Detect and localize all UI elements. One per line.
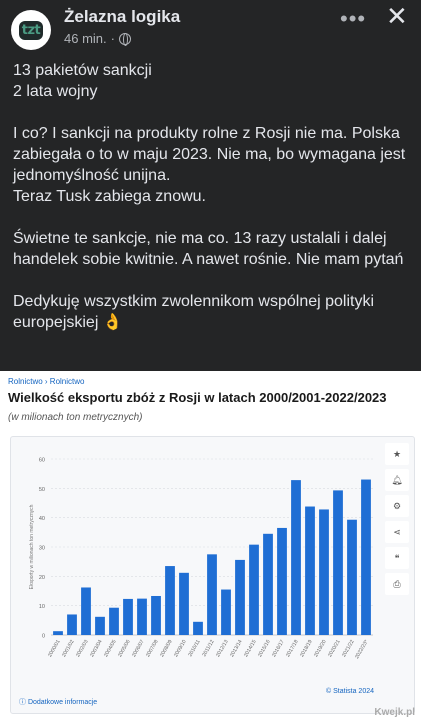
chart-bar: [277, 527, 287, 635]
x-tick-label: 2010/11: [187, 639, 201, 658]
x-tick-label: 2000/01: [47, 639, 62, 658]
statista-credit[interactable]: © Statista 2024: [326, 688, 374, 695]
chart-bar: [361, 479, 371, 635]
chart-bar: [81, 587, 91, 635]
chart-bar: [319, 509, 329, 635]
meta-separator: ·: [110, 31, 115, 46]
more-dots-icon[interactable]: •••: [340, 6, 367, 31]
y-tick-label: 60: [39, 458, 45, 464]
additional-info-link[interactable]: ⓘ Dodatkowe informacje: [19, 699, 98, 706]
chart-bar: [95, 616, 105, 635]
post-paragraph: 13 pakietów sankcji 2 lata wojny: [13, 62, 152, 100]
chart-bar: [67, 614, 77, 635]
chart-bar: [249, 544, 259, 635]
x-tick-label: 2020/21: [327, 639, 342, 658]
bell-icon[interactable]: 🔔︎: [385, 469, 409, 491]
x-tick-label: 2016/17: [271, 639, 286, 658]
x-tick-label: 2005/06: [117, 639, 132, 658]
chart-frame: 0 10 20 30 40 50 60 Eksporty w milionach ton me…: [10, 436, 415, 714]
x-tick-label: 2001/02: [61, 639, 76, 658]
chart-bar: [151, 595, 161, 635]
chart-bar: [137, 598, 147, 635]
chart-bar: [333, 490, 343, 635]
y-tick-label: 20: [39, 575, 45, 581]
post-paragraph: Świetne te sankcje, nie ma co. 13 razy u…: [13, 230, 404, 268]
x-tick-label: 2012/13: [215, 639, 230, 658]
watermark: Kwejk.pl: [374, 707, 415, 718]
chart-title: Wielkość eksportu zbóż z Rosji w latach …: [8, 390, 387, 405]
page-avatar[interactable]: tzt: [11, 10, 51, 50]
chart-bar: [291, 480, 301, 635]
x-tick-label: 2018/19: [299, 639, 314, 658]
x-tick-label: 2014/15: [243, 639, 258, 658]
x-tick-label: 2006/07: [131, 639, 146, 658]
quote-icon[interactable]: ❝: [385, 547, 409, 569]
chart-bar: [347, 519, 357, 635]
y-tick-label: 30: [39, 546, 45, 552]
x-tick-label: 2017/18: [285, 639, 300, 658]
post-paragraph: I co? I sankcji na produkty rolne z Rosj…: [13, 125, 406, 205]
x-tick-label: 2021/22: [341, 639, 356, 658]
y-tick-label: 50: [39, 487, 45, 493]
bar-chart: 0 10 20 30 40 50 60 Eksporty w milionach ton me…: [29, 458, 373, 660]
globe-icon: [118, 32, 131, 46]
chart-bar: [193, 621, 203, 635]
print-icon[interactable]: ⎙: [385, 573, 409, 595]
chart-bar: [221, 589, 231, 635]
y-tick-label: 10: [39, 604, 45, 610]
y-axis-label: Eksporty w milionach ton metrycznych: [29, 504, 35, 589]
y-tick-label: 40: [39, 516, 45, 522]
post-meta: 46 min. ·: [64, 31, 131, 46]
breadcrumb[interactable]: Rolnictwo › Rolnictwo: [8, 377, 85, 386]
chart-subtitle: (w milionach ton metrycznych): [8, 412, 143, 423]
x-tick-label: 2003/04: [89, 639, 104, 658]
post-header: tzt Żelazna logika 46 min. · ••• ✕: [0, 0, 421, 52]
x-tick-label: 2015/16: [257, 639, 272, 658]
star-icon[interactable]: ★: [385, 443, 409, 465]
chart-toolbar: ★ 🔔︎ ⚙ ⋖ ❝ ⎙: [385, 443, 411, 599]
chart-bar: [123, 598, 133, 635]
chart-bar: [235, 559, 245, 635]
page-name[interactable]: Żelazna logika: [64, 7, 181, 26]
gear-icon[interactable]: ⚙: [385, 495, 409, 517]
close-icon[interactable]: ✕: [386, 1, 408, 31]
post-paragraph: Dedykuję wszystkim zwolennikom wspólnej …: [13, 293, 375, 331]
x-tick-label: 2009/10: [173, 639, 188, 658]
chart-bar: [179, 572, 189, 635]
x-tick-label: 2019/20: [313, 639, 328, 658]
post-body: 13 pakietów sankcji 2 lata wojny I co? I…: [13, 60, 413, 354]
share-icon[interactable]: ⋖: [385, 521, 409, 543]
x-tick-label: 2013/14: [229, 639, 244, 658]
x-tick-label: 2022/23*: [354, 639, 370, 660]
chart-bar: [305, 506, 315, 635]
chart-bar: [263, 533, 273, 635]
statista-card: Rolnictwo › Rolnictwo Wielkość eksportu …: [0, 371, 421, 720]
x-tick-label: 2007/08: [145, 639, 160, 658]
x-tick-label: 2002/03: [75, 639, 90, 658]
chart-bar: [53, 631, 63, 635]
x-tick-label: 2011/12: [201, 639, 215, 658]
chart-bar: [165, 566, 175, 635]
x-tick-label: 2008/09: [159, 639, 174, 658]
x-tick-label: 2004/05: [103, 639, 118, 658]
post-time[interactable]: 46 min.: [64, 31, 107, 46]
chart-bar: [109, 607, 119, 635]
y-tick-label: 0: [42, 634, 45, 640]
avatar-logo-text: tzt: [18, 20, 44, 40]
chart-bar: [207, 554, 217, 635]
